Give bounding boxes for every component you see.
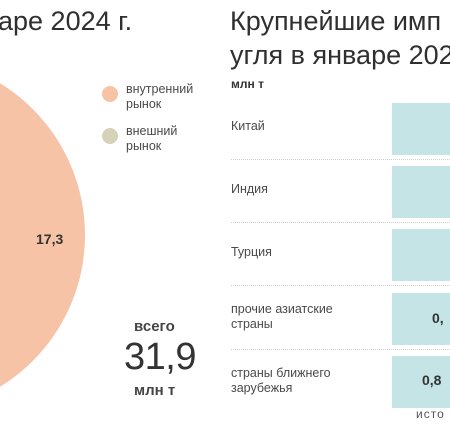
bar-category-label: Китай bbox=[231, 119, 265, 133]
total-value: 31,9 bbox=[124, 336, 196, 378]
pie-slice-internal bbox=[0, 83, 85, 387]
bar-china bbox=[392, 103, 450, 155]
bar-chart-title-line2: угля в январе 202 bbox=[230, 40, 450, 70]
legend-item-external: внешний рынок bbox=[102, 124, 216, 154]
total-unit: млн т bbox=[134, 382, 176, 399]
bar-turkey bbox=[392, 229, 450, 281]
legend-swatch-internal bbox=[102, 86, 118, 102]
pie-slice-label: 17,3 bbox=[36, 231, 63, 247]
legend-swatch-external bbox=[102, 128, 118, 144]
source-label: исто bbox=[416, 407, 445, 421]
bar-chart-title-line1: Крупнейшие имп bbox=[230, 6, 442, 36]
legend-label-internal: внутренний рынок bbox=[126, 82, 194, 111]
pie-chart-title: аре 2024 г. bbox=[0, 6, 133, 36]
total-word: всего bbox=[134, 318, 175, 335]
bar-chart-unit: млн т bbox=[231, 77, 264, 91]
row-divider bbox=[231, 285, 450, 286]
row-divider bbox=[231, 222, 450, 223]
bar-category-label: прочие азиатские страны bbox=[231, 302, 333, 331]
legend-item-internal: внутренний рынок bbox=[102, 82, 216, 112]
bar-category-label: страны ближнего зарубежья bbox=[231, 366, 331, 395]
bar-near-abroad bbox=[392, 356, 450, 408]
legend-label-external: внешний рынок bbox=[126, 124, 178, 153]
bar-india bbox=[392, 166, 450, 218]
bar-value-label: 0,8 bbox=[422, 372, 442, 388]
row-divider bbox=[231, 159, 450, 160]
bar-value-label: 0, bbox=[432, 310, 444, 326]
bar-category-label: Индия bbox=[231, 182, 268, 196]
bar-category-label: Турция bbox=[231, 245, 272, 259]
bar-other-asian bbox=[392, 293, 450, 345]
row-divider bbox=[231, 349, 450, 350]
